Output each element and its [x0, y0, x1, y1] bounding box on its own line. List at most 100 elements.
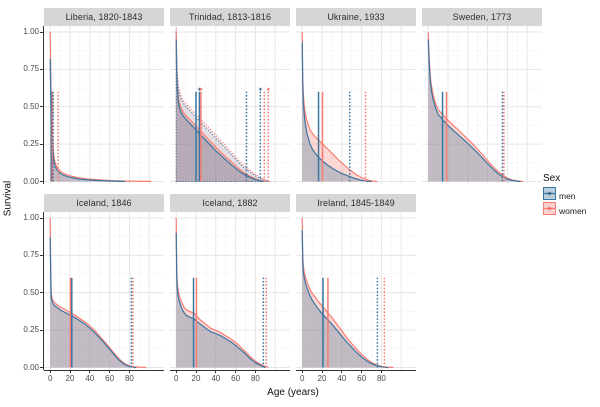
- facet-panel: [296, 212, 416, 370]
- facet-strip: Liberia, 1820-1843: [44, 8, 164, 26]
- y-tick-mark: [40, 254, 43, 256]
- y-tick-mark: [40, 217, 43, 219]
- x-tick-mark: [109, 370, 111, 373]
- y-tick-label: 0.75: [23, 64, 39, 74]
- y-tick-mark: [40, 367, 43, 368]
- legend-swatch-men-icon: ✶: [543, 186, 556, 205]
- x-axis-line: [170, 370, 290, 371]
- x-tick-mark: [89, 370, 91, 373]
- x-tick-mark: [69, 370, 71, 373]
- area-women: [176, 32, 266, 182]
- y-tick-label: 1.00: [23, 213, 39, 222]
- y-tick-mark: [40, 106, 43, 108]
- x-tick-mark: [341, 370, 343, 373]
- star-marker-icon: ✶: [198, 86, 203, 93]
- y-tick-label: 1.00: [23, 27, 39, 36]
- y-tick-mark: [40, 292, 43, 294]
- area-men: [302, 42, 372, 182]
- y-tick-label: 0.50: [23, 101, 39, 111]
- legend-star-icon: ✶: [547, 205, 553, 213]
- facet-panel: [296, 26, 416, 184]
- x-tick-label: 20: [191, 374, 201, 383]
- x-tick-mark: [235, 370, 237, 373]
- x-tick-mark: [321, 370, 323, 373]
- area-men: [176, 232, 266, 368]
- area-men: [428, 39, 521, 182]
- y-tick-label: 0.25: [23, 325, 39, 335]
- x-tick-label: 80: [376, 374, 386, 383]
- y-tick-label: 0.00: [23, 362, 39, 372]
- facet-panel: ✶ ✶ ✶ ✶: [170, 26, 290, 184]
- curve-women: [427, 31, 524, 183]
- x-tick-mark: [215, 370, 217, 373]
- y-axis-line: [43, 26, 44, 184]
- facet-title: Ireland, 1845-1849: [317, 198, 395, 208]
- x-tick-mark: [175, 370, 177, 373]
- curve-women: [301, 217, 394, 369]
- y-tick-mark: [40, 329, 43, 331]
- x-axis-line: [44, 370, 164, 371]
- x-tick-label: 80: [250, 374, 260, 383]
- star-marker-icon: ✶: [197, 86, 202, 93]
- curve-women: [175, 217, 269, 369]
- curve-women: [301, 31, 378, 183]
- x-tick-label: 20: [317, 374, 327, 383]
- legend: Sex ✶ men ✶ women: [543, 173, 586, 218]
- y-tick-label: 0.00: [23, 176, 39, 186]
- x-tick-mark: [49, 370, 51, 373]
- survival-plot: [170, 212, 290, 370]
- x-tick-mark: [128, 370, 130, 373]
- y-axis-line: [43, 212, 44, 370]
- legend-swatch-women-icon: ✶: [543, 201, 556, 220]
- survival-plot: [296, 212, 416, 370]
- x-tick-label: 80: [124, 374, 134, 383]
- x-tick-mark: [254, 370, 256, 373]
- x-tick-label: 0: [173, 374, 179, 383]
- x-tick-label: 60: [231, 374, 241, 383]
- facet-strip: Ireland, 1845-1849: [296, 194, 416, 212]
- y-tick-label: 0.75: [23, 250, 39, 260]
- star-marker-icon: ✶: [266, 86, 271, 93]
- facet-title: Trinidad, 1813-1816: [188, 12, 272, 22]
- curve-women: [49, 217, 147, 369]
- x-tick-label: 0: [47, 374, 53, 383]
- legend-key-men: ✶ men: [543, 186, 586, 205]
- x-tick-mark: [380, 370, 382, 373]
- area-women: [302, 218, 394, 368]
- facet-panel: [44, 212, 164, 370]
- y-tick-mark: [40, 181, 43, 182]
- y-tick-mark: [40, 143, 43, 145]
- x-axis-line: [296, 370, 416, 371]
- legend-swatch-icon: ✶: [543, 201, 556, 215]
- area-women: [50, 218, 147, 368]
- curve-men: [175, 39, 264, 183]
- facet-strip: Iceland, 1846: [44, 194, 164, 212]
- y-tick-label: 0.25: [23, 139, 39, 149]
- facet-strip: Trinidad, 1813-1816: [170, 8, 290, 26]
- curve-men: [301, 229, 389, 369]
- y-tick-mark: [40, 68, 43, 70]
- star-marker-icon: ✶: [258, 86, 263, 93]
- survival-plot: [44, 26, 164, 184]
- y-tick-mark: [40, 31, 43, 33]
- legend-swatch-icon: ✶: [543, 186, 556, 200]
- x-tick-label: 60: [357, 374, 367, 383]
- x-tick-mark: [195, 370, 197, 373]
- y-tick-label: 0.50: [23, 287, 39, 297]
- curve-men: [49, 237, 137, 369]
- facet-title: Iceland, 1882: [202, 198, 258, 208]
- legend-title: Sex: [543, 173, 561, 184]
- legend-star-icon: ✶: [547, 190, 553, 198]
- facet-panel: [44, 26, 164, 184]
- x-tick-label: 40: [85, 374, 95, 383]
- x-tick-mark: [361, 370, 363, 373]
- area-men: [50, 237, 137, 368]
- x-axis-title: Age (years): [267, 387, 319, 398]
- survival-plot: [296, 26, 416, 184]
- facet-strip: Iceland, 1882: [170, 194, 290, 212]
- area-men: [176, 39, 264, 182]
- area-women: [302, 32, 378, 182]
- x-tick-label: 0: [299, 374, 305, 383]
- area-women: [428, 32, 524, 182]
- legend-label-women: women: [559, 205, 587, 216]
